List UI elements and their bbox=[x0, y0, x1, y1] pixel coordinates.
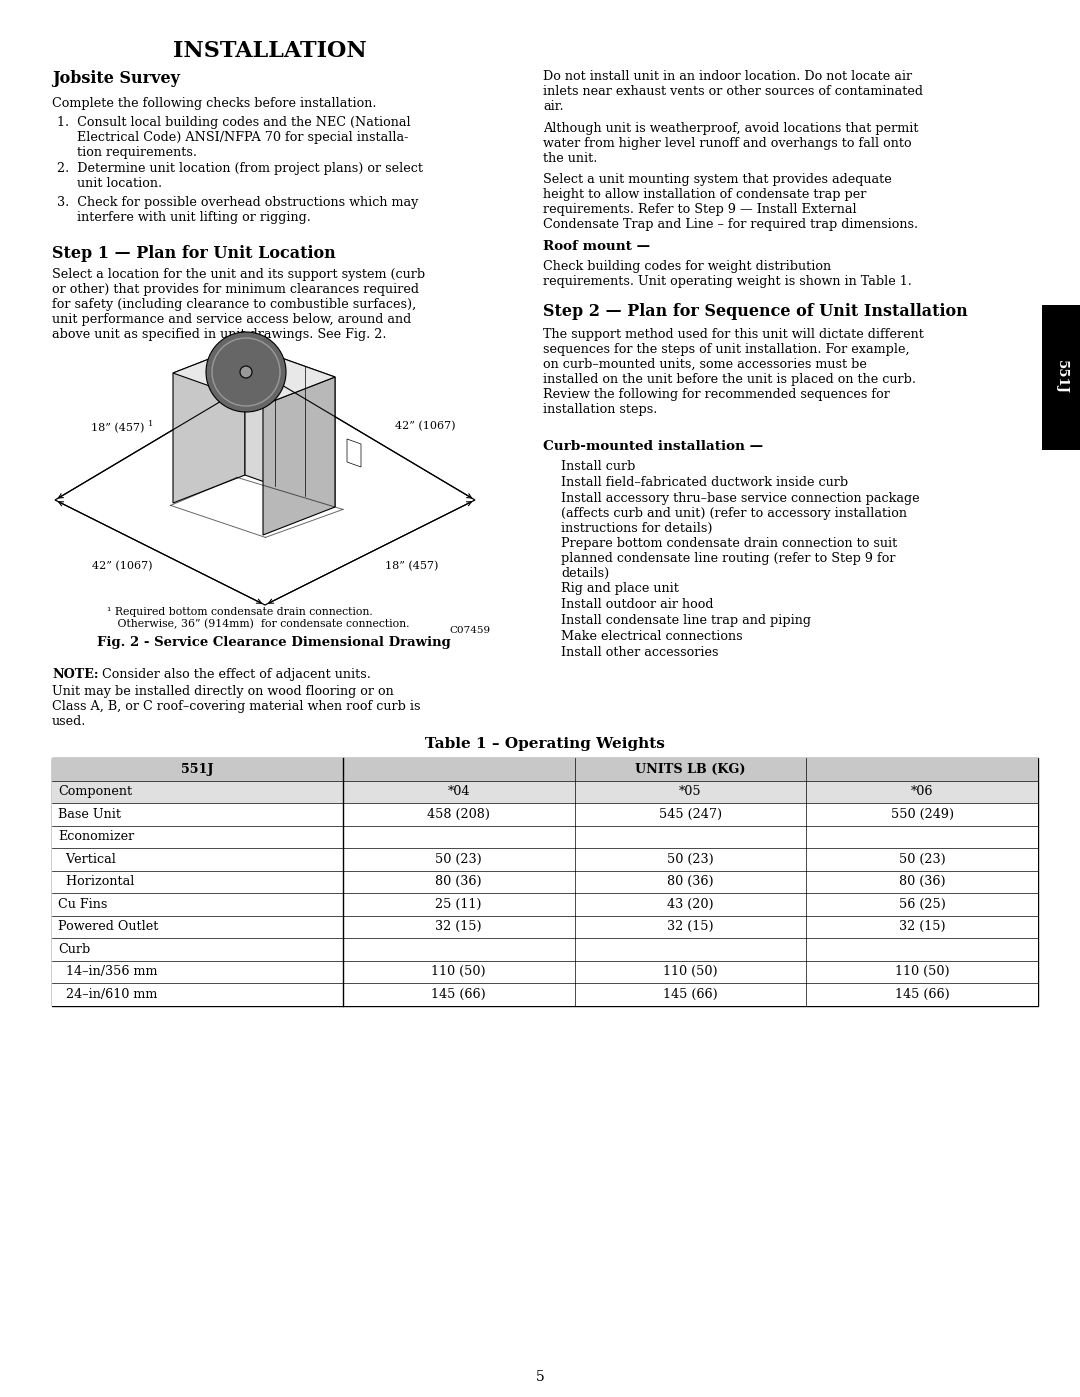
Text: Curb-mounted installation —: Curb-mounted installation — bbox=[543, 440, 764, 453]
Text: 145 (66): 145 (66) bbox=[431, 988, 486, 1000]
Text: Install curb: Install curb bbox=[561, 460, 635, 474]
Text: ¹ Required bottom condensate drain connection.
   Otherwise, 36” (914mm)  for co: ¹ Required bottom condensate drain conne… bbox=[107, 608, 409, 629]
Text: Step 2 — Plan for Sequence of Unit Installation: Step 2 — Plan for Sequence of Unit Insta… bbox=[543, 303, 968, 320]
Text: C07459: C07459 bbox=[449, 626, 490, 636]
Text: 551J: 551J bbox=[181, 763, 214, 775]
Text: 3.  Check for possible overhead obstructions which may
     interfere with unit : 3. Check for possible overhead obstructi… bbox=[57, 196, 418, 224]
Text: Unit may be installed directly on wood flooring or on
Class A, B, or C roof–cove: Unit may be installed directly on wood f… bbox=[52, 685, 420, 728]
Text: 18” (457): 18” (457) bbox=[92, 423, 145, 433]
Text: 32 (15): 32 (15) bbox=[435, 921, 482, 933]
Text: 80 (36): 80 (36) bbox=[435, 876, 482, 888]
Text: Select a unit mounting system that provides adequate
height to allow installatio: Select a unit mounting system that provi… bbox=[543, 173, 918, 231]
Text: Rig and place unit: Rig and place unit bbox=[561, 583, 679, 595]
Text: 24–in/610 mm: 24–in/610 mm bbox=[58, 988, 158, 1000]
Text: Install outdoor air hood: Install outdoor air hood bbox=[561, 598, 714, 610]
Circle shape bbox=[240, 366, 252, 379]
Text: 50 (23): 50 (23) bbox=[435, 852, 482, 866]
Text: Select a location for the unit and its support system (curb
or other) that provi: Select a location for the unit and its s… bbox=[52, 268, 426, 341]
Text: *05: *05 bbox=[679, 785, 702, 798]
Polygon shape bbox=[52, 759, 1038, 781]
Text: Do not install unit in an indoor location. Do not locate air
inlets near exhaust: Do not install unit in an indoor locatio… bbox=[543, 70, 923, 113]
Text: Powered Outlet: Powered Outlet bbox=[58, 921, 159, 933]
Text: Install condensate line trap and piping: Install condensate line trap and piping bbox=[561, 615, 811, 627]
Polygon shape bbox=[52, 937, 1038, 961]
Text: Step 1 — Plan for Unit Location: Step 1 — Plan for Unit Location bbox=[52, 244, 336, 263]
Text: 43 (20): 43 (20) bbox=[667, 898, 714, 911]
Text: 42” (1067): 42” (1067) bbox=[395, 420, 456, 432]
Polygon shape bbox=[173, 345, 245, 503]
Text: Vertical: Vertical bbox=[58, 852, 116, 866]
Text: Install other accessories: Install other accessories bbox=[561, 645, 718, 659]
Text: 145 (66): 145 (66) bbox=[894, 988, 949, 1000]
Text: Component: Component bbox=[58, 785, 132, 798]
Text: The support method used for this unit will dictate different
sequences for the s: The support method used for this unit wi… bbox=[543, 328, 923, 416]
Polygon shape bbox=[52, 803, 1038, 826]
Text: 32 (15): 32 (15) bbox=[667, 921, 714, 933]
Text: Although unit is weatherproof, avoid locations that permit
water from higher lev: Although unit is weatherproof, avoid loc… bbox=[543, 122, 918, 165]
Polygon shape bbox=[52, 983, 1038, 1006]
Text: NOTE:: NOTE: bbox=[52, 668, 98, 680]
Text: 56 (25): 56 (25) bbox=[899, 898, 946, 911]
Text: Economizer: Economizer bbox=[58, 830, 134, 844]
Polygon shape bbox=[347, 439, 361, 467]
Text: Base Unit: Base Unit bbox=[58, 807, 121, 821]
Text: 110 (50): 110 (50) bbox=[895, 965, 949, 978]
Text: 545 (247): 545 (247) bbox=[659, 807, 723, 821]
Text: 550 (249): 550 (249) bbox=[891, 807, 954, 821]
Polygon shape bbox=[173, 345, 335, 405]
Text: *04: *04 bbox=[447, 785, 470, 798]
Text: Cu Fins: Cu Fins bbox=[58, 898, 107, 911]
Text: Install field–fabricated ductwork inside curb: Install field–fabricated ductwork inside… bbox=[561, 476, 848, 489]
Polygon shape bbox=[52, 781, 1038, 803]
Text: 5: 5 bbox=[536, 1370, 544, 1384]
Polygon shape bbox=[52, 870, 1038, 893]
Text: Make electrical connections: Make electrical connections bbox=[561, 630, 743, 643]
Polygon shape bbox=[264, 377, 335, 535]
Polygon shape bbox=[1042, 305, 1080, 450]
Text: 18” (457): 18” (457) bbox=[386, 560, 438, 571]
Circle shape bbox=[206, 332, 286, 412]
Polygon shape bbox=[52, 848, 1038, 870]
Text: 80 (36): 80 (36) bbox=[667, 876, 714, 888]
Text: 25 (11): 25 (11) bbox=[435, 898, 482, 911]
Polygon shape bbox=[52, 826, 1038, 848]
Text: 110 (50): 110 (50) bbox=[431, 965, 486, 978]
Text: Horizontal: Horizontal bbox=[58, 876, 134, 888]
Text: Prepare bottom condensate drain connection to suit
planned condensate line routi: Prepare bottom condensate drain connecti… bbox=[561, 536, 897, 580]
Text: Check building codes for weight distribution
requirements. Unit operating weight: Check building codes for weight distribu… bbox=[543, 260, 912, 288]
Text: Complete the following checks before installation.: Complete the following checks before ins… bbox=[52, 96, 377, 110]
Text: Fig. 2 - Service Clearance Dimensional Drawing: Fig. 2 - Service Clearance Dimensional D… bbox=[96, 636, 450, 650]
Text: 551J: 551J bbox=[1054, 360, 1067, 394]
Text: Table 1 – Operating Weights: Table 1 – Operating Weights bbox=[426, 738, 665, 752]
Text: *06: *06 bbox=[910, 785, 933, 798]
Text: Install accessory thru–base service connection package
(affects curb and unit) (: Install accessory thru–base service conn… bbox=[561, 492, 920, 535]
Text: Jobsite Survey: Jobsite Survey bbox=[52, 70, 180, 87]
Text: Consider also the effect of adjacent units.: Consider also the effect of adjacent uni… bbox=[94, 668, 370, 680]
Text: Curb: Curb bbox=[58, 943, 91, 956]
Text: 80 (36): 80 (36) bbox=[899, 876, 945, 888]
Text: 14–in/356 mm: 14–in/356 mm bbox=[58, 965, 158, 978]
Polygon shape bbox=[52, 893, 1038, 915]
Text: UNITS LB (KG): UNITS LB (KG) bbox=[635, 763, 745, 775]
Text: 50 (23): 50 (23) bbox=[899, 852, 945, 866]
Text: 50 (23): 50 (23) bbox=[667, 852, 714, 866]
Text: 32 (15): 32 (15) bbox=[899, 921, 945, 933]
Text: 145 (66): 145 (66) bbox=[663, 988, 718, 1000]
Polygon shape bbox=[52, 961, 1038, 983]
Polygon shape bbox=[245, 345, 335, 507]
Text: Roof mount —: Roof mount — bbox=[543, 240, 650, 253]
Text: 1.  Consult local building codes and the NEC (National
     Electrical Code) ANS: 1. Consult local building codes and the … bbox=[57, 116, 410, 159]
Text: 2.  Determine unit location (from project plans) or select
     unit location.: 2. Determine unit location (from project… bbox=[57, 162, 423, 190]
Polygon shape bbox=[52, 915, 1038, 937]
Text: INSTALLATION: INSTALLATION bbox=[173, 41, 367, 61]
Text: 458 (208): 458 (208) bbox=[428, 807, 490, 821]
Text: 1: 1 bbox=[148, 419, 153, 427]
Text: 110 (50): 110 (50) bbox=[663, 965, 718, 978]
Text: 42” (1067): 42” (1067) bbox=[92, 560, 152, 571]
